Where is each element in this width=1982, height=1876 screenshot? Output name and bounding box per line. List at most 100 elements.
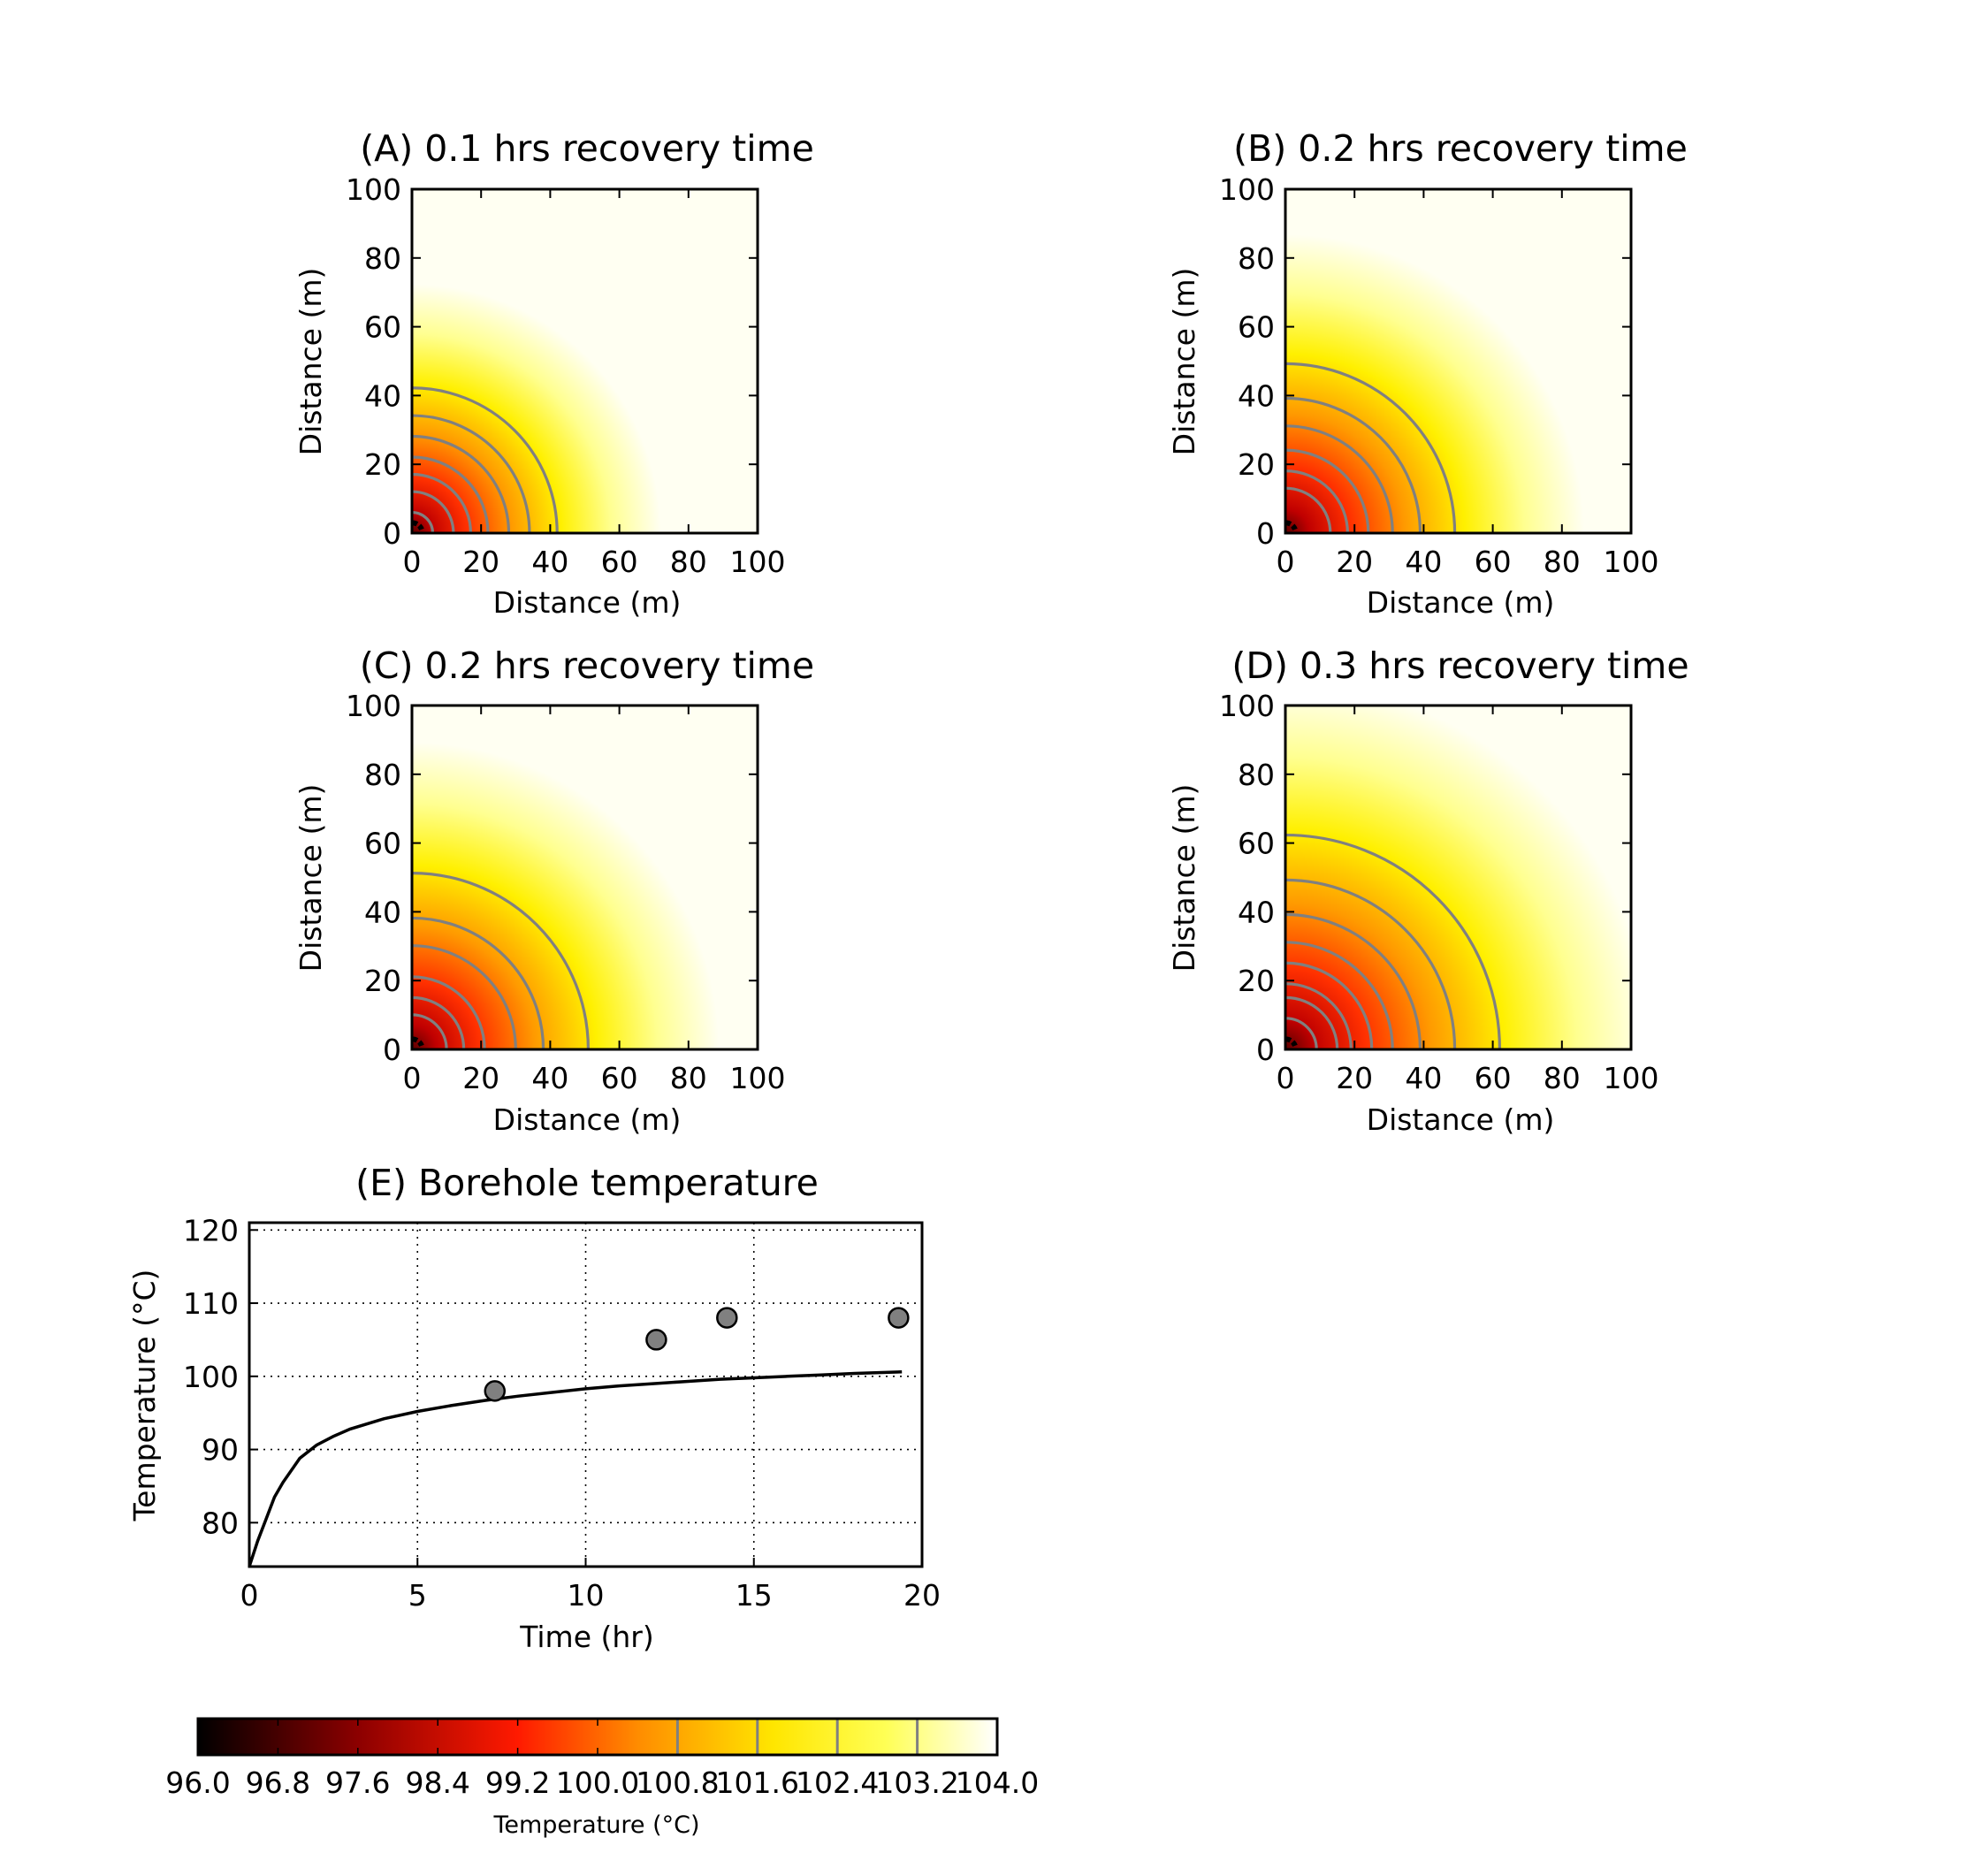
x-tick-label: 0 [240, 1578, 259, 1613]
y-tick-label: 20 [364, 964, 401, 998]
panel-e-ylabel: Temperature (°C) [127, 1270, 162, 1522]
panel-c-title: (C) 0.2 hrs recovery time [360, 644, 814, 687]
y-tick-label: 20 [1238, 447, 1275, 482]
y-tick-label: 40 [364, 378, 401, 413]
x-tick-label: 20 [462, 1061, 499, 1095]
panel-c-xlabel: Distance (m) [493, 1102, 682, 1137]
x-tick-label: 40 [531, 1061, 568, 1095]
x-tick-label: 0 [1277, 545, 1295, 579]
x-tick-label: 80 [1544, 1061, 1581, 1095]
x-tick-label: 100 [730, 545, 786, 579]
x-tick-label: 5 [408, 1578, 427, 1613]
panel-e-line-chart: (E) Borehole temperature 0 5 10 15 20 80 90 100… [127, 1162, 941, 1654]
y-tick-label: 100 [1219, 689, 1275, 723]
plot-area [412, 189, 758, 533]
y-tick-label: 60 [364, 827, 401, 861]
y-tick-label: 100 [1219, 172, 1275, 207]
x-tick-label: 100 [1604, 1061, 1659, 1095]
model-temperature-line [248, 1370, 903, 1567]
x-tick-label: 60 [601, 1061, 638, 1095]
x-tick-label: 40 [1405, 545, 1442, 579]
y-tick-label: 100 [183, 1360, 239, 1394]
panel-d-heatmap: (D) 0.3 hrs recovery time 0 20 40 60 80 100 0 2… [1167, 644, 1689, 1137]
colorbar: 96.0 96.8 97.6 98.4 99.2 100.0100.8101.6102.4… [165, 1717, 1039, 1839]
panel-a-title: (A) 0.1 hrs recovery time [360, 127, 814, 170]
x-tick-label: 80 [670, 1061, 707, 1095]
x-tick-label: 100 [1604, 545, 1659, 579]
panel-c-heatmap: (C) 0.2 hrs recovery time 0 20 40 60 80 100 0 2… [293, 644, 814, 1137]
x-tick-label: 20 [1336, 545, 1373, 579]
x-tick-label: 40 [531, 545, 568, 579]
colorbar-tick-label: 100.8 [636, 1765, 719, 1800]
y-tick-label: 80 [1238, 241, 1275, 276]
y-tick-label: 60 [364, 310, 401, 345]
x-tick-label: 40 [1405, 1061, 1442, 1095]
colorbar-frame [196, 1717, 999, 1757]
y-tick-label: 40 [364, 895, 401, 929]
x-tick-label: 60 [1475, 545, 1512, 579]
x-tick-label: 100 [730, 1061, 786, 1095]
colorbar-tick-label: 103.2 [875, 1765, 958, 1800]
y-tick-label: 0 [1256, 1033, 1275, 1067]
axes-frame [1284, 704, 1633, 1051]
measured-point [645, 1329, 667, 1351]
y-tick-label: 120 [183, 1213, 239, 1247]
plot-area [412, 705, 758, 1049]
y-tick-label: 40 [1238, 895, 1275, 929]
x-tick-label: 0 [403, 545, 422, 579]
y-tick-label: 60 [1238, 310, 1275, 345]
temperature-field [412, 189, 758, 533]
y-tick-label: 60 [1238, 827, 1275, 861]
axes-frame [248, 1221, 924, 1568]
colorbar-tick-label: 104.0 [956, 1765, 1039, 1800]
axes-frame [410, 704, 759, 1051]
measured-point [484, 1380, 507, 1402]
y-tick-label: 0 [383, 1033, 401, 1067]
colorbar-tick-label: 96.8 [246, 1765, 310, 1800]
panel-d-title: (D) 0.3 hrs recovery time [1231, 644, 1689, 687]
temperature-field [1285, 189, 1631, 533]
x-tick-label: 20 [903, 1578, 941, 1613]
x-tick-label: 15 [736, 1578, 773, 1613]
temperature-field [1285, 705, 1631, 1049]
y-tick-label: 80 [364, 758, 401, 792]
panel-e-title: (E) Borehole temperature [355, 1162, 819, 1204]
axes-frame [410, 187, 759, 535]
y-tick-label: 0 [1256, 516, 1275, 551]
panel-b-ylabel: Distance (m) [1167, 268, 1201, 456]
x-tick-label: 20 [1336, 1061, 1373, 1095]
panel-b-heatmap: (B) 0.2 hrs recovery time 0 20 40 60 80 100 0 2… [1167, 127, 1688, 620]
x-tick-label: 80 [670, 545, 707, 579]
colorbar-tick-label: 97.6 [325, 1765, 390, 1800]
y-tick-label: 20 [364, 447, 401, 482]
y-tick-label: 110 [183, 1286, 239, 1321]
panel-a-heatmap: (A) 0.1 hrs recovery time 0 20 40 60 80 100 0 2… [293, 127, 814, 620]
y-tick-label: 80 [202, 1506, 239, 1540]
colorbar-tick-label: 98.4 [405, 1765, 469, 1800]
x-tick-label: 10 [568, 1578, 605, 1613]
colorbar-label: Temperature (°C) [492, 1811, 699, 1839]
temperature-field [412, 705, 758, 1049]
measured-point [888, 1307, 910, 1329]
y-tick-label: 20 [1238, 964, 1275, 998]
measured-point [716, 1307, 738, 1329]
y-tick-label: 80 [1238, 758, 1275, 792]
panel-e-xlabel: Time (hr) [519, 1620, 653, 1654]
panel-a-ylabel: Distance (m) [293, 268, 328, 456]
colorbar-tick-label: 101.6 [716, 1765, 799, 1800]
plot-area [1285, 189, 1631, 533]
y-tick-label: 0 [383, 516, 401, 551]
colorbar-tick-label: 102.4 [796, 1765, 879, 1800]
y-tick-label: 80 [364, 241, 401, 276]
y-tick-label: 90 [202, 1433, 239, 1468]
x-tick-label: 60 [1475, 1061, 1512, 1095]
x-tick-label: 0 [403, 1061, 422, 1095]
panel-b-title: (B) 0.2 hrs recovery time [1233, 127, 1688, 170]
panel-c-ylabel: Distance (m) [293, 784, 328, 972]
y-tick-label: 40 [1238, 378, 1275, 413]
colorbar-tick-label: 99.2 [485, 1765, 550, 1800]
panel-a-xlabel: Distance (m) [493, 585, 682, 620]
colorbar-tick-label: 96.0 [165, 1765, 230, 1800]
axes-frame [1284, 187, 1633, 535]
